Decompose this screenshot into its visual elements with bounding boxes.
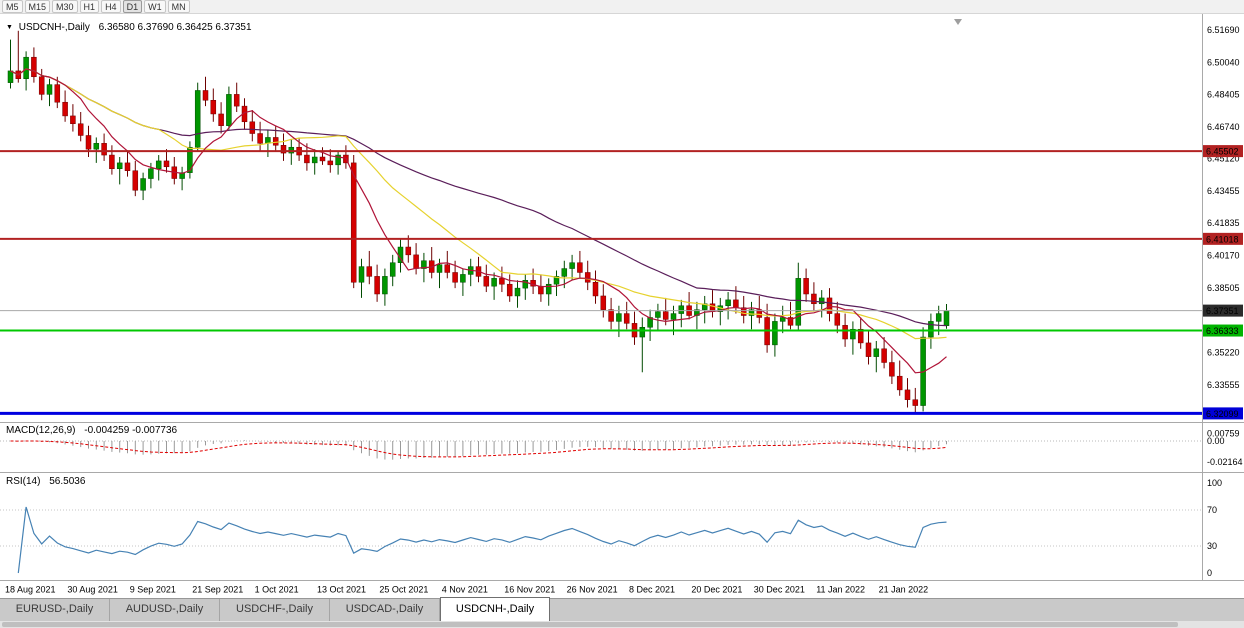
price-badge-value: 6.41018 bbox=[1206, 234, 1239, 244]
price-badge-value: 6.32099 bbox=[1206, 409, 1239, 419]
rsi-indicator-label: RSI(14) 56.5036 bbox=[6, 476, 85, 487]
price-axis-tick: 6.48405 bbox=[1207, 89, 1240, 99]
price-badge-value: 6.36333 bbox=[1206, 326, 1239, 336]
rsi-axis-tick: 0 bbox=[1207, 568, 1212, 578]
rsi-line bbox=[17, 506, 947, 574]
date-axis-label: 20 Dec 2021 bbox=[691, 585, 742, 595]
tab-usdcad-daily[interactable]: USDCAD-,Daily bbox=[330, 599, 440, 621]
macd-signal-line bbox=[10, 440, 947, 458]
price-axis-tick: 6.50040 bbox=[1207, 57, 1240, 67]
price-badge bbox=[1203, 324, 1243, 337]
price-axis-tick: 6.43455 bbox=[1207, 186, 1240, 196]
macd-axis-tick: -0.02164 bbox=[1207, 457, 1243, 467]
price-axis-tick: 6.35220 bbox=[1207, 347, 1240, 357]
moving-average-slow bbox=[10, 68, 947, 327]
chart-symbol-period: USDCNH-,Daily bbox=[18, 22, 90, 33]
date-axis-label: 21 Jan 2022 bbox=[879, 585, 929, 595]
timeframe-button-m15[interactable]: M15 bbox=[24, 0, 51, 13]
rsi-axis-tick: 100 bbox=[1207, 478, 1222, 488]
chart-shift-marker-icon bbox=[954, 19, 962, 25]
price-axis-tick: 6.33555 bbox=[1207, 380, 1240, 390]
macd-indicator-label: MACD(12,26,9) -0.004259 -0.007736 bbox=[6, 425, 177, 436]
date-axis-label: 26 Nov 2021 bbox=[567, 585, 618, 595]
date-axis-label: 30 Dec 2021 bbox=[754, 585, 805, 595]
timeframe-button-m5[interactable]: M5 bbox=[2, 0, 23, 13]
price-badge-value: 6.45502 bbox=[1206, 147, 1239, 157]
timeframe-button-h1[interactable]: H1 bbox=[79, 0, 100, 13]
tab-usdcnh-daily[interactable]: USDCNH-,Daily bbox=[440, 597, 550, 621]
moving-average-mid bbox=[10, 68, 947, 340]
rsi-value: 56.5036 bbox=[49, 476, 86, 487]
chart-ohlc-values: 6.36580 6.37690 6.36425 6.37351 bbox=[98, 22, 252, 33]
timeframe-button-mn[interactable]: MN bbox=[167, 0, 190, 13]
timeframe-toolbar: M5 M15 M30 H1 H4 D1 W1 MN bbox=[0, 0, 1244, 14]
macd-histogram bbox=[41, 440, 947, 460]
price-badge-value: 6.37351 bbox=[1206, 306, 1239, 316]
macd-name: MACD(12,26,9) bbox=[6, 425, 76, 436]
date-axis-label: 11 Jan 2022 bbox=[816, 585, 865, 595]
date-axis-label: 16 Nov 2021 bbox=[504, 585, 555, 595]
horizontal-scrollbar[interactable] bbox=[0, 621, 1244, 628]
date-axis-label: 4 Nov 2021 bbox=[442, 585, 488, 595]
candles-layer bbox=[7, 30, 950, 414]
timeframe-button-h4[interactable]: H4 bbox=[101, 0, 121, 13]
date-axis-label: 9 Sep 2021 bbox=[130, 585, 176, 595]
timeframe-button-w1[interactable]: W1 bbox=[144, 0, 166, 13]
price-axis-tick: 6.41835 bbox=[1207, 218, 1240, 228]
macd-axis-tick: 0.00759 bbox=[1207, 429, 1240, 439]
price-chart[interactable]: 6.51690 6.50040 6.48405 6.46740 6.45120 6.434… bbox=[0, 14, 1244, 598]
price-axis-tick: 6.46740 bbox=[1207, 122, 1240, 132]
macd-axis-tick: 0.00 bbox=[1207, 436, 1225, 446]
price-badge bbox=[1203, 304, 1243, 317]
date-axis-label: 30 Aug 2021 bbox=[67, 585, 118, 595]
price-axis-tick: 6.40170 bbox=[1207, 250, 1240, 260]
date-axis-label: 21 Sep 2021 bbox=[192, 585, 243, 595]
date-axis-label: 13 Oct 2021 bbox=[317, 585, 366, 595]
macd-values: -0.004259 -0.007736 bbox=[84, 425, 178, 436]
price-badge bbox=[1203, 407, 1243, 420]
horizontal-scrollbar-thumb[interactable] bbox=[2, 622, 1178, 627]
chart-title: ▼ USDCNH-,Daily 6.36580 6.37690 6.36425 … bbox=[6, 22, 252, 33]
date-axis-label: 1 Oct 2021 bbox=[255, 585, 299, 595]
rsi-axis-tick: 70 bbox=[1207, 505, 1217, 515]
price-axis-tick: 6.51690 bbox=[1207, 25, 1240, 35]
tab-audusd-daily[interactable]: AUDUSD-,Daily bbox=[110, 599, 220, 621]
chart-window: 6.51690 6.50040 6.48405 6.46740 6.45120 6.434… bbox=[0, 14, 1244, 598]
price-badge bbox=[1203, 232, 1243, 245]
tab-eurusd-daily[interactable]: EURUSD-,Daily bbox=[0, 599, 110, 621]
tab-usdchf-daily[interactable]: USDCHF-,Daily bbox=[220, 599, 330, 621]
timeframe-button-d1[interactable]: D1 bbox=[122, 0, 143, 13]
date-axis-label: 8 Dec 2021 bbox=[629, 585, 675, 595]
chart-tab-bar: EURUSD-,Daily AUDUSD-,Daily USDCHF-,Daily U… bbox=[0, 597, 1244, 621]
rsi-axis-tick: 30 bbox=[1207, 541, 1217, 551]
moving-average-fast bbox=[10, 68, 947, 374]
timeframe-button-m30[interactable]: M30 bbox=[52, 0, 78, 13]
price-badge bbox=[1203, 145, 1243, 158]
date-axis-label: 25 Oct 2021 bbox=[379, 585, 428, 595]
price-axis-tick: 6.45120 bbox=[1207, 154, 1240, 164]
price-axis-tick: 6.38505 bbox=[1207, 283, 1240, 293]
chart-title-arrow-icon: ▼ bbox=[6, 24, 13, 31]
rsi-name: RSI(14) bbox=[6, 476, 41, 487]
date-axis-label: 18 Aug 2021 bbox=[5, 585, 56, 595]
